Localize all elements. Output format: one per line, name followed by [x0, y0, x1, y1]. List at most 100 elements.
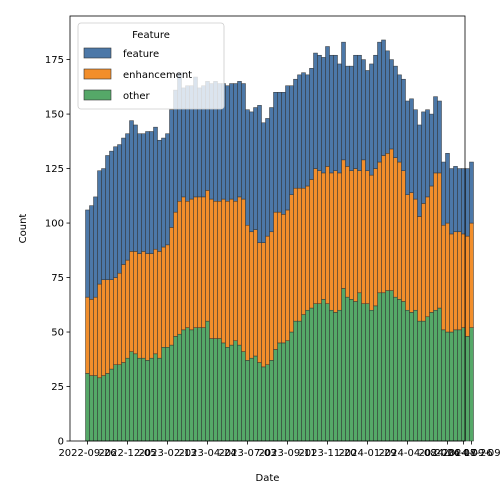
- bar-feature-68: [357, 54, 362, 171]
- y-axis-label: Count: [18, 214, 29, 244]
- bar-feature-63: [337, 63, 342, 174]
- bar-other-78: [397, 299, 402, 442]
- bar-feature-8: [117, 144, 122, 274]
- bar-feature-43: [257, 105, 262, 243]
- bar-other-75: [385, 290, 390, 442]
- bar-other-58: [317, 303, 322, 442]
- bar-feature-45: [265, 118, 270, 237]
- bar-enhancement-90: [445, 222, 450, 333]
- y-tick-label-125: 125: [45, 164, 64, 175]
- x-tick-label-4: 2023-07-03: [218, 448, 276, 459]
- series-feature: [85, 39, 474, 300]
- bar-other-60: [325, 303, 330, 442]
- bar-other-66: [349, 299, 354, 442]
- x-tick-label-8: 2024-04-08: [378, 448, 436, 459]
- bar-enhancement-38: [237, 196, 242, 346]
- bar-feature-51: [289, 85, 294, 195]
- bar-other-61: [329, 309, 334, 442]
- x-tick-label-1: 2022-12-05: [98, 448, 156, 459]
- bar-other-0: [85, 373, 90, 442]
- bar-enhancement-41: [249, 231, 254, 359]
- bar-other-48: [277, 342, 282, 442]
- bar-enhancement-33: [217, 201, 222, 339]
- bar-enhancement-28: [197, 196, 202, 328]
- bar-enhancement-12: [133, 251, 138, 355]
- bar-enhancement-64: [341, 159, 346, 289]
- bar-enhancement-23: [177, 201, 182, 335]
- bar-other-41: [249, 357, 254, 442]
- bar-feature-5: [105, 155, 110, 280]
- bars-group: [85, 39, 474, 442]
- bar-feature-82: [413, 109, 418, 200]
- bar-other-87: [433, 309, 438, 442]
- bar-feature-52: [293, 78, 298, 189]
- x-tick-label-10: 2024-08-26: [434, 448, 492, 459]
- bar-enhancement-69: [361, 159, 366, 304]
- bar-other-91: [449, 331, 454, 442]
- bar-feature-59: [321, 57, 326, 174]
- bar-enhancement-67: [353, 168, 358, 302]
- bar-enhancement-3: [97, 283, 102, 379]
- bar-enhancement-70: [365, 170, 370, 304]
- bar-other-14: [141, 357, 146, 442]
- bar-other-51: [289, 331, 294, 442]
- bar-other-20: [165, 347, 170, 442]
- bar-other-42: [253, 355, 258, 442]
- bar-enhancement-16: [149, 253, 154, 359]
- bar-enhancement-96: [469, 222, 474, 328]
- bar-other-50: [285, 340, 290, 442]
- bar-feature-91: [449, 168, 454, 235]
- bar-enhancement-45: [265, 235, 270, 365]
- bar-other-40: [245, 360, 250, 442]
- bar-feature-2: [93, 196, 98, 298]
- bar-feature-67: [353, 54, 358, 169]
- x-tick-label-0: 2022-09-26: [58, 448, 116, 459]
- bar-other-64: [341, 288, 346, 442]
- bar-enhancement-91: [449, 233, 454, 333]
- bar-other-15: [145, 360, 150, 442]
- bar-feature-69: [361, 59, 366, 161]
- bar-feature-92: [453, 166, 458, 233]
- bar-other-46: [269, 360, 274, 442]
- bar-enhancement-53: [297, 187, 302, 322]
- legend: Feature feature enhancement other: [77, 22, 225, 110]
- bar-enhancement-62: [333, 170, 338, 313]
- bar-other-52: [293, 320, 298, 442]
- legend-title: Feature: [132, 30, 170, 41]
- bar-enhancement-19: [161, 246, 166, 348]
- bar-other-22: [173, 336, 178, 442]
- bar-other-28: [197, 327, 202, 442]
- bar-feature-36: [229, 83, 234, 200]
- bar-other-35: [225, 347, 230, 442]
- bar-other-5: [105, 373, 110, 442]
- bar-other-44: [261, 366, 266, 442]
- bar-feature-12: [133, 124, 138, 252]
- bar-other-96: [469, 327, 474, 442]
- bar-other-71: [369, 309, 374, 442]
- bar-enhancement-31: [209, 198, 214, 339]
- bar-feature-44: [261, 122, 266, 243]
- legend-swatch-other: [83, 89, 112, 101]
- bar-enhancement-5: [105, 279, 110, 374]
- y-axis: 0 25 50 75 100 125 150 175: [45, 55, 70, 448]
- bar-feature-58: [317, 54, 322, 171]
- bar-feature-93: [457, 168, 462, 233]
- bar-other-12: [133, 353, 138, 442]
- bar-other-62: [333, 312, 338, 442]
- bar-enhancement-17: [153, 248, 158, 355]
- bar-enhancement-34: [221, 198, 226, 344]
- bar-enhancement-71: [369, 174, 374, 311]
- bar-other-32: [213, 338, 218, 442]
- x-tick-label-11: 2024-09-09: [442, 448, 500, 459]
- bar-other-74: [381, 292, 386, 442]
- bar-enhancement-82: [413, 198, 418, 311]
- bar-other-31: [209, 338, 214, 442]
- bar-feature-77: [393, 65, 398, 158]
- bar-feature-7: [113, 146, 118, 278]
- x-tick-label-9: 2024-06-17: [418, 448, 476, 459]
- x-tick-label-6: 2023-11-20: [298, 448, 356, 459]
- bar-enhancement-11: [129, 251, 134, 352]
- bar-feature-88: [437, 100, 442, 174]
- bar-feature-53: [297, 74, 302, 189]
- bar-enhancement-61: [329, 172, 334, 311]
